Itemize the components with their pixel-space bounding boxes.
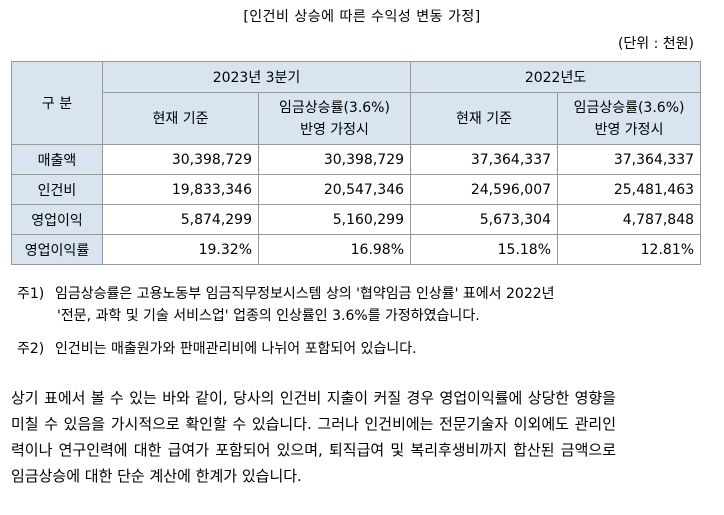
table-cell: 37,364,337 [557,144,702,175]
period-header: 2022년도 [410,61,702,93]
table-title: [인건비 상승에 따른 수익성 변동 가정] [243,9,481,25]
table-cell: 5,673,304 [410,204,559,235]
wage-increase-header: 임금상승률(3.6%) 반영 가정시 [557,92,702,145]
table-cell: 19,833,346 [102,174,259,205]
table-row: 매출액 30,398,729 30,398,729 37,364,337 37,… [11,144,702,175]
table-cell: 12.81% [557,234,702,265]
current-basis-header: 현재 기준 [410,92,559,145]
table-cell: 4,787,848 [557,204,702,235]
body-paragraph: 상기 표에서 볼 수 있는 바와 같이, 당사의 인건비 지출이 커질 경우 영… [11,389,616,485]
footnote-text: 인건비는 매출원가와 판매관리비에 나뉘어 포함되어 있습니다. [55,341,417,357]
table-cell: 5,874,299 [102,204,259,235]
footnote-number: 주2) [17,341,45,357]
wage-increase-header-line2: 반영 가정시 [300,121,369,138]
footnote-1: 주1) 임금상승률은 고용노동부 임금직무정보시스템 상의 '협약임금 인상률'… [17,283,555,305]
current-basis-header: 현재 기준 [102,92,259,145]
table-cell: 5,160,299 [257,204,412,235]
row-label: 매출액 [11,144,103,175]
row-label: 인건비 [11,174,103,205]
table-cell: 30,398,729 [257,144,412,175]
wage-increase-header-line1: 임금상승률(3.6%) [279,99,390,116]
wage-increase-header: 임금상승률(3.6%) 반영 가정시 [257,92,412,145]
table-cell: 37,364,337 [410,144,559,175]
wage-increase-header-line2: 반영 가정시 [594,121,664,138]
table-cell: 25,481,463 [557,174,702,205]
unit-label: (단위 : 천원) [617,36,694,52]
footnote-2: 주2) 인건비는 매출원가와 판매관리비에 나뉘어 포함되어 있습니다. [17,338,555,360]
table-row: 인건비 19,833,346 20,547,346 24,596,007 25,… [11,174,702,205]
table-cell: 20,547,346 [257,174,412,205]
table-row: 영업이익 5,874,299 5,160,299 5,673,304 4,787… [11,204,702,235]
footnotes: 주1) 임금상승률은 고용노동부 임금직무정보시스템 상의 '협약임금 인상률'… [17,283,555,360]
wage-increase-header-line1: 임금상승률(3.6%) [573,99,685,116]
table-cell: 30,398,729 [102,144,259,175]
corner-header: 구 분 [11,61,103,145]
footnote-text: '전문, 과학 및 기술 서비스업' 업종의 인상률인 3.6%를 가정하였습니… [57,308,480,324]
row-label: 영업이익 [11,204,103,235]
footnote-text: 임금상승률은 고용노동부 임금직무정보시스템 상의 '협약임금 인상률' 표에서… [55,286,555,302]
table-cell: 15.18% [410,234,559,265]
row-label: 영업이익률 [11,234,103,265]
table-cell: 19.32% [102,234,259,265]
table-row: 영업이익률 19.32% 16.98% 15.18% 12.81% [11,234,702,265]
table-cell: 16.98% [257,234,412,265]
table-cell: 24,596,007 [410,174,559,205]
footnote-number: 주1) [17,286,45,302]
profitability-table: 구 분 2023년 3분기 2022년도 현재 기준 임금상승률(3.6%) 반… [11,61,702,265]
period-header: 2023년 3분기 [101,61,412,93]
